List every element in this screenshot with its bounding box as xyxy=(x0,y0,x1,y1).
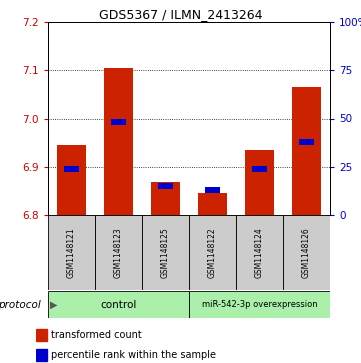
Text: GSM1148123: GSM1148123 xyxy=(114,227,123,278)
Bar xyxy=(299,139,314,144)
Text: GSM1148121: GSM1148121 xyxy=(67,227,76,278)
Bar xyxy=(48,215,95,290)
Bar xyxy=(48,291,189,318)
Bar xyxy=(158,183,173,189)
Text: GDS5367 / ILMN_2413264: GDS5367 / ILMN_2413264 xyxy=(99,8,262,21)
Bar xyxy=(199,193,227,215)
Text: ▶: ▶ xyxy=(50,299,57,310)
Bar xyxy=(189,215,236,290)
Text: percentile rank within the sample: percentile rank within the sample xyxy=(52,350,217,360)
Bar xyxy=(292,87,321,215)
Bar xyxy=(57,145,86,215)
Bar xyxy=(189,291,330,318)
Bar xyxy=(236,215,283,290)
Text: GSM1148125: GSM1148125 xyxy=(161,227,170,278)
Bar xyxy=(64,166,79,172)
Text: GSM1148124: GSM1148124 xyxy=(255,227,264,278)
Text: transformed count: transformed count xyxy=(52,330,142,340)
Bar xyxy=(36,349,47,361)
Bar xyxy=(111,119,126,125)
Bar xyxy=(151,182,180,215)
Bar xyxy=(95,215,142,290)
Bar xyxy=(245,150,274,215)
Bar xyxy=(283,215,330,290)
Text: protocol: protocol xyxy=(0,299,41,310)
Text: GSM1148122: GSM1148122 xyxy=(208,227,217,278)
Bar xyxy=(142,215,189,290)
Text: GSM1148126: GSM1148126 xyxy=(302,227,311,278)
Bar xyxy=(104,68,132,215)
Bar xyxy=(252,166,267,172)
Text: control: control xyxy=(100,299,137,310)
Text: miR-542-3p overexpression: miR-542-3p overexpression xyxy=(202,300,317,309)
Bar xyxy=(205,187,220,193)
Bar xyxy=(36,329,47,341)
